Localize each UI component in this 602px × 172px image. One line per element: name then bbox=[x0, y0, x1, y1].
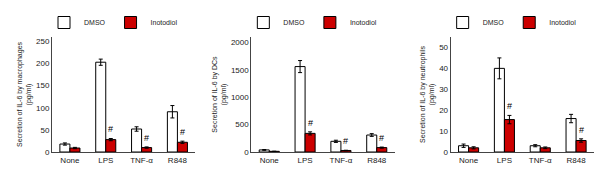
svg-text:200: 200 bbox=[36, 59, 50, 68]
svg-text:LPS: LPS bbox=[98, 156, 113, 165]
svg-text:LPS: LPS bbox=[497, 156, 512, 165]
svg-text:Secretion of IL-6 by macrophag: Secretion of IL-6 by macrophages(pg/ml) bbox=[16, 41, 33, 147]
svg-text:#: # bbox=[507, 101, 512, 111]
svg-text:None: None bbox=[260, 156, 280, 165]
svg-text:DMSO: DMSO bbox=[483, 19, 505, 26]
svg-text:R848: R848 bbox=[168, 156, 188, 165]
svg-text:TNF-α: TNF-α bbox=[529, 156, 552, 165]
svg-text:500: 500 bbox=[235, 120, 249, 129]
svg-text:TNF-α: TNF-α bbox=[329, 156, 352, 165]
svg-text:50: 50 bbox=[40, 126, 49, 135]
svg-text:0: 0 bbox=[45, 148, 50, 157]
svg-text:None: None bbox=[459, 156, 479, 165]
svg-text:#: # bbox=[144, 133, 149, 143]
svg-text:R848: R848 bbox=[567, 156, 587, 165]
svg-text:1000: 1000 bbox=[231, 93, 249, 102]
svg-text:#: # bbox=[343, 136, 348, 146]
svg-text:Inotodiol: Inotodiol bbox=[350, 19, 377, 26]
svg-text:Secretion of IL-6 by neutrophi: Secretion of IL-6 by neutrophils(pg/ml) bbox=[419, 46, 436, 143]
svg-text:20: 20 bbox=[439, 106, 448, 115]
svg-text:#: # bbox=[180, 127, 185, 137]
svg-text:Secretion of IL-6 by DCs(pg/ml: Secretion of IL-6 by DCs(pg/ml) bbox=[211, 56, 228, 133]
svg-text:2000: 2000 bbox=[231, 38, 249, 47]
svg-text:0: 0 bbox=[444, 148, 449, 157]
svg-text:#: # bbox=[308, 118, 313, 128]
svg-text:150: 150 bbox=[36, 81, 50, 90]
svg-text:#: # bbox=[379, 133, 384, 143]
svg-text:0: 0 bbox=[244, 148, 249, 157]
svg-text:Inotodiol: Inotodiol bbox=[549, 19, 576, 26]
svg-text:R848: R848 bbox=[367, 156, 387, 165]
svg-text:40: 40 bbox=[439, 64, 448, 73]
svg-text:50: 50 bbox=[439, 43, 448, 52]
svg-text:LPS: LPS bbox=[298, 156, 313, 165]
svg-text:DMSO: DMSO bbox=[84, 19, 106, 26]
svg-text:250: 250 bbox=[36, 37, 50, 46]
svg-text:30: 30 bbox=[439, 85, 448, 94]
svg-text:None: None bbox=[60, 156, 80, 165]
svg-text:#: # bbox=[579, 125, 584, 135]
svg-text:#: # bbox=[108, 124, 113, 134]
svg-text:100: 100 bbox=[36, 104, 50, 113]
svg-text:Inotodiol: Inotodiol bbox=[151, 19, 178, 26]
svg-text:1500: 1500 bbox=[231, 66, 249, 75]
svg-text:TNF-α: TNF-α bbox=[130, 156, 153, 165]
svg-text:10: 10 bbox=[439, 127, 448, 136]
svg-text:DMSO: DMSO bbox=[283, 19, 305, 26]
